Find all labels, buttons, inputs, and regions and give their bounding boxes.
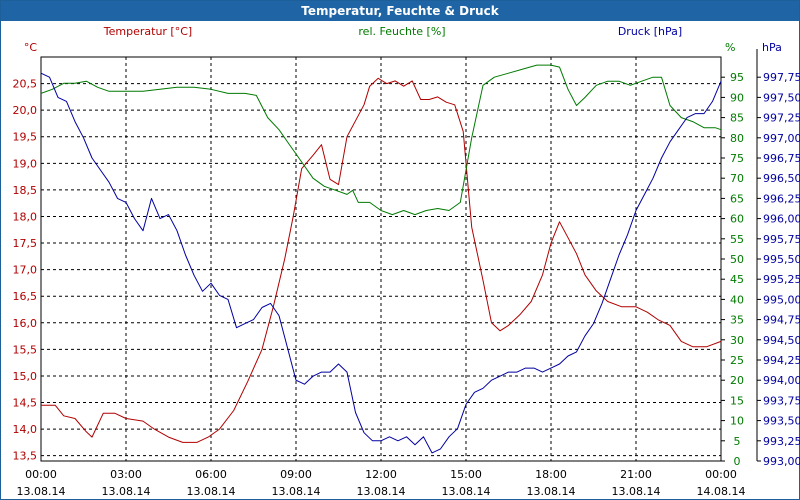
pressure-tick-label: 997,75 bbox=[763, 71, 800, 84]
humidity-tick-label: 40 bbox=[730, 293, 744, 306]
humidity-unit-label: % bbox=[725, 41, 735, 54]
pressure-tick-label: 994,00 bbox=[763, 374, 800, 387]
pressure-tick-label: 997,25 bbox=[763, 112, 800, 125]
temperature-axis-label: Temperatur [°C] bbox=[103, 25, 192, 38]
pressure-tick-label: 994,50 bbox=[763, 334, 800, 347]
x-tick-date: 13.08.14 bbox=[527, 485, 576, 498]
x-tick-time: 18:00 bbox=[535, 468, 567, 481]
pressure-unit-label: hPa bbox=[762, 41, 782, 54]
grid bbox=[41, 57, 721, 461]
temperature-unit-label: °C bbox=[24, 41, 38, 54]
x-tick-date: 13.08.14 bbox=[357, 485, 406, 498]
temperature-tick-label: 18,0 bbox=[13, 210, 38, 223]
x-tick-time: 00:00 bbox=[25, 468, 57, 481]
x-tick-date: 13.08.14 bbox=[102, 485, 151, 498]
humidity-tick-label: 90 bbox=[730, 91, 744, 104]
humidity-tick-label: 10 bbox=[730, 415, 744, 428]
humidity-tick-label: 60 bbox=[730, 213, 744, 226]
series bbox=[40, 64, 722, 454]
x-tick-date: 13.08.14 bbox=[612, 485, 661, 498]
humidity-tick-label: 45 bbox=[730, 273, 744, 286]
pressure-tick-label: 995,75 bbox=[763, 233, 800, 246]
pressure-tick-label: 993,75 bbox=[763, 394, 800, 407]
chart-title: Temperatur, Feuchte & Druck bbox=[1, 1, 799, 21]
x-tick-date: 13.08.14 bbox=[17, 485, 66, 498]
x-tick-time: 21:00 bbox=[620, 468, 652, 481]
pressure-tick-label: 994,25 bbox=[763, 354, 800, 367]
pressure-tick-label: 995,25 bbox=[763, 273, 800, 286]
pressure-tick-label: 995,50 bbox=[763, 253, 800, 266]
humidity-tick-label: 95 bbox=[730, 71, 744, 84]
x-tick-time: 15:00 bbox=[450, 468, 482, 481]
x-tick-date: 13.08.14 bbox=[272, 485, 321, 498]
humidity-tick-label: 20 bbox=[730, 374, 744, 387]
humidity-axis-label: rel. Feuchte [%] bbox=[358, 25, 445, 38]
temperature-tick-label: 20,0 bbox=[13, 104, 38, 117]
pressure-tick-label: 996,00 bbox=[763, 213, 800, 226]
temperature-tick-label: 17,5 bbox=[13, 237, 38, 250]
humidity-tick-label: 65 bbox=[730, 192, 744, 205]
pressure-tick-label: 996,50 bbox=[763, 172, 800, 185]
pressure-tick-label: 996,25 bbox=[763, 192, 800, 205]
temperature-tick-label: 19,5 bbox=[13, 131, 38, 144]
humidity-tick-label: 0 bbox=[734, 455, 741, 468]
series-line-humidity bbox=[40, 64, 722, 216]
temperature-tick-label: 15,5 bbox=[13, 343, 38, 356]
x-tick-time: 06:00 bbox=[195, 468, 227, 481]
temperature-tick-label: 14,0 bbox=[13, 423, 38, 436]
x-tick-time: 00:00 bbox=[705, 468, 737, 481]
humidity-tick-label: 85 bbox=[730, 112, 744, 125]
pressure-tick-label: 997,00 bbox=[763, 132, 800, 145]
humidity-tick-label: 75 bbox=[730, 152, 744, 165]
x-tick-time: 03:00 bbox=[110, 468, 142, 481]
series-line-temperature bbox=[41, 77, 722, 443]
temperature-tick-label: 20,5 bbox=[13, 78, 38, 91]
pressure-tick-label: 995,00 bbox=[763, 293, 800, 306]
humidity-tick-label: 5 bbox=[734, 435, 741, 448]
humidity-tick-label: 80 bbox=[730, 132, 744, 145]
series-line-pressure bbox=[40, 72, 722, 454]
x-tick-date: 13.08.14 bbox=[187, 485, 236, 498]
temperature-tick-label: 15,0 bbox=[13, 370, 38, 383]
x-tick-date: 14.08.14 bbox=[697, 485, 746, 498]
humidity-tick-label: 30 bbox=[730, 334, 744, 347]
pressure-tick-label: 993,50 bbox=[763, 415, 800, 428]
x-tick-time: 09:00 bbox=[280, 468, 312, 481]
pressure-tick-label: 994,75 bbox=[763, 314, 800, 327]
pressure-tick-label: 996,75 bbox=[763, 152, 800, 165]
axes: 20,5 20,0 19,5 19,0 18,5 18,0 17,5 17,0 16,5 16,0… bbox=[13, 49, 800, 498]
x-tick-date: 13.08.14 bbox=[442, 485, 491, 498]
temperature-tick-label: 16,0 bbox=[13, 317, 38, 330]
humidity-tick-label: 55 bbox=[730, 233, 744, 246]
pressure-tick-label: 993,25 bbox=[763, 435, 800, 448]
pressure-tick-label: 997,50 bbox=[763, 91, 800, 104]
temperature-tick-label: 16,5 bbox=[13, 290, 38, 303]
temperature-tick-label: 18,5 bbox=[13, 184, 38, 197]
humidity-tick-label: 35 bbox=[730, 314, 744, 327]
humidity-tick-label: 50 bbox=[730, 253, 744, 266]
pressure-axis-label: Druck [hPa] bbox=[618, 25, 682, 38]
temperature-tick-label: 19,0 bbox=[13, 157, 38, 170]
temperature-tick-label: 13,5 bbox=[13, 450, 38, 463]
pressure-tick-label: 993,00 bbox=[763, 455, 800, 468]
humidity-tick-label: 15 bbox=[730, 394, 744, 407]
humidity-tick-label: 70 bbox=[730, 172, 744, 185]
temperature-tick-label: 14,5 bbox=[13, 397, 38, 410]
temperature-tick-label: 17,0 bbox=[13, 264, 38, 277]
x-tick-time: 12:00 bbox=[365, 468, 397, 481]
humidity-tick-label: 25 bbox=[730, 354, 744, 367]
